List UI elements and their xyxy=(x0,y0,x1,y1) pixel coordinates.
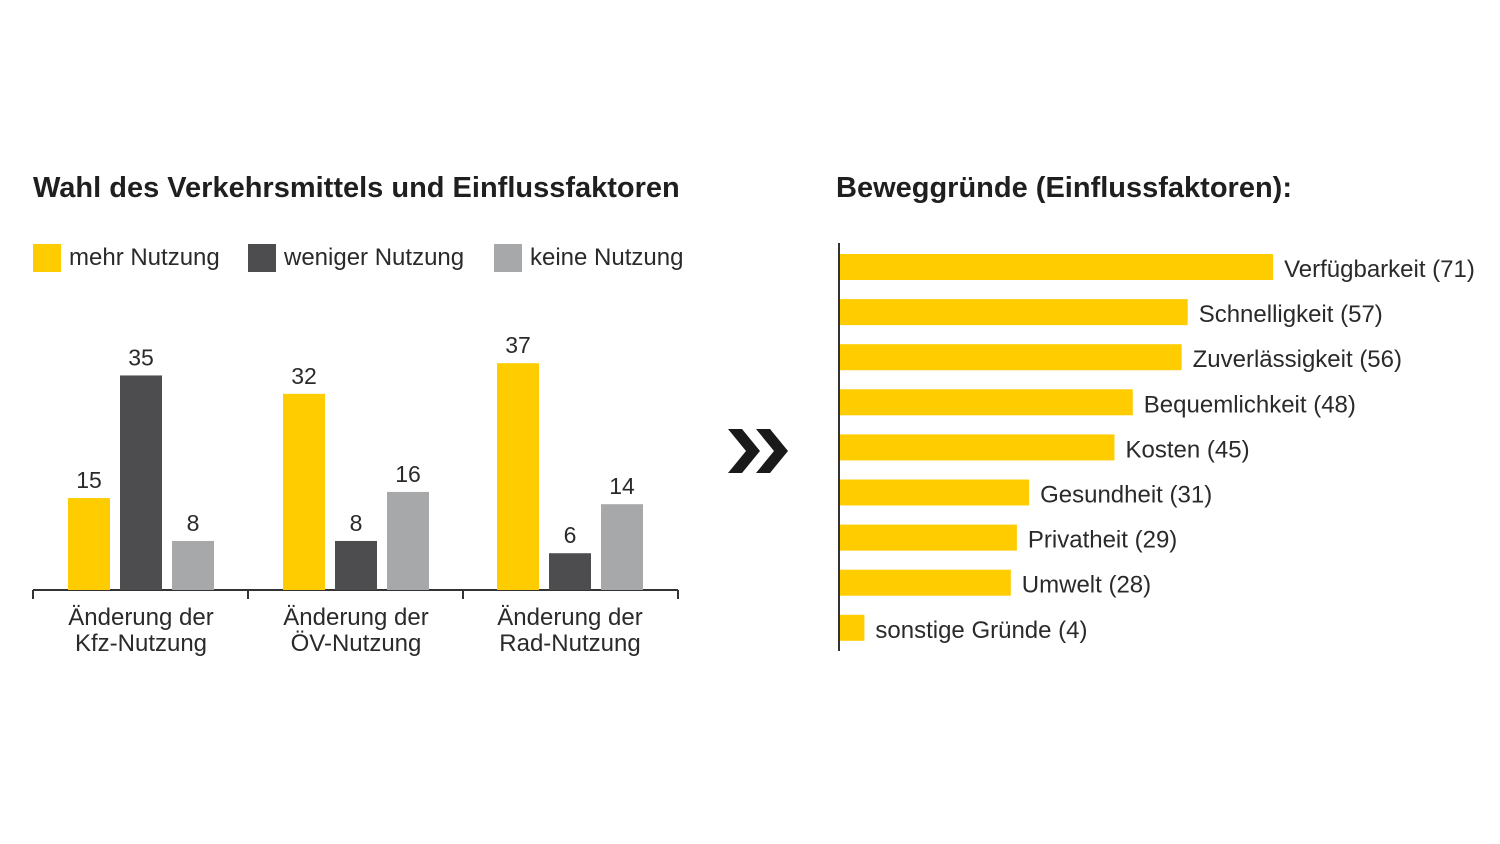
data-label-group-2-series-2: 14 xyxy=(609,473,635,499)
category-label-1-line-1: ÖV-Nutzung xyxy=(291,630,422,657)
bar-group-0-series-1 xyxy=(120,375,162,590)
legend-label-mehr-nutzung: mehr Nutzung xyxy=(69,244,220,271)
legend-swatch-weniger-nutzung xyxy=(248,244,276,272)
bar-group-1-series-0 xyxy=(283,393,325,590)
hbar-label-0: Verfügbarkeit (71) xyxy=(1284,256,1475,283)
data-label-group-0-series-2: 8 xyxy=(187,510,200,536)
hbar-8 xyxy=(840,614,865,641)
hbar-label-3: Bequemlichkeit (48) xyxy=(1144,391,1356,418)
hbar-6 xyxy=(840,524,1017,551)
legend-label-keine-nutzung: keine Nutzung xyxy=(530,244,684,271)
hbar-5 xyxy=(840,479,1030,506)
double-chevron-right-icon xyxy=(728,429,788,473)
category-label-0-line-1: Kfz-Nutzung xyxy=(75,630,207,657)
bar-group-1-series-2 xyxy=(387,491,429,590)
data-label-group-0-series-1: 35 xyxy=(128,344,154,370)
hbar-2 xyxy=(840,344,1182,371)
bar-group-0-series-2 xyxy=(172,540,214,590)
hbar-label-6: Privatheit (29) xyxy=(1028,527,1177,554)
right-chart-title: Beweggründe (Einflussfaktoren): xyxy=(836,172,1292,204)
bar-group-2-series-0 xyxy=(497,363,539,590)
hbar-7 xyxy=(840,569,1011,596)
category-label-2-line-0: Änderung der xyxy=(497,604,642,631)
category-label-1-line-0: Änderung der xyxy=(283,604,428,631)
data-label-group-1-series-1: 8 xyxy=(350,510,363,536)
hbar-label-2: Zuverlässigkeit (56) xyxy=(1193,346,1402,373)
data-label-group-2-series-0: 37 xyxy=(505,332,531,358)
data-label-group-1-series-2: 16 xyxy=(395,461,421,487)
hbar-0 xyxy=(840,254,1274,280)
bar-group-1-series-1 xyxy=(335,540,377,590)
data-label-group-2-series-1: 6 xyxy=(564,522,577,548)
bar-group-2-series-1 xyxy=(549,553,591,590)
hbar-label-4: Kosten (45) xyxy=(1126,436,1250,463)
hbar-label-5: Gesundheit (31) xyxy=(1040,482,1212,509)
legend-swatch-keine-nutzung xyxy=(494,244,522,272)
legend-swatch-mehr-nutzung xyxy=(33,244,61,272)
hbar-label-8: sonstige Gründe (4) xyxy=(875,617,1087,644)
category-label-2-line-1: Rad-Nutzung xyxy=(499,630,640,657)
bar-group-0-series-0 xyxy=(68,498,110,590)
hbar-3 xyxy=(840,389,1133,416)
data-label-group-0-series-0: 15 xyxy=(76,467,102,493)
category-label-0-line-0: Änderung der xyxy=(68,604,213,631)
legend-label-weniger-nutzung: weniger Nutzung xyxy=(284,244,465,271)
data-label-group-1-series-0: 32 xyxy=(291,363,317,389)
bar-group-2-series-2 xyxy=(601,504,643,590)
hbar-4 xyxy=(840,434,1115,461)
hbar-label-1: Schnelligkeit (57) xyxy=(1199,301,1383,328)
left-chart-title: Wahl des Verkehrsmittels und Einflussfak… xyxy=(33,172,680,204)
hbar-1 xyxy=(840,299,1188,326)
hbar-label-7: Umwelt (28) xyxy=(1022,572,1151,599)
